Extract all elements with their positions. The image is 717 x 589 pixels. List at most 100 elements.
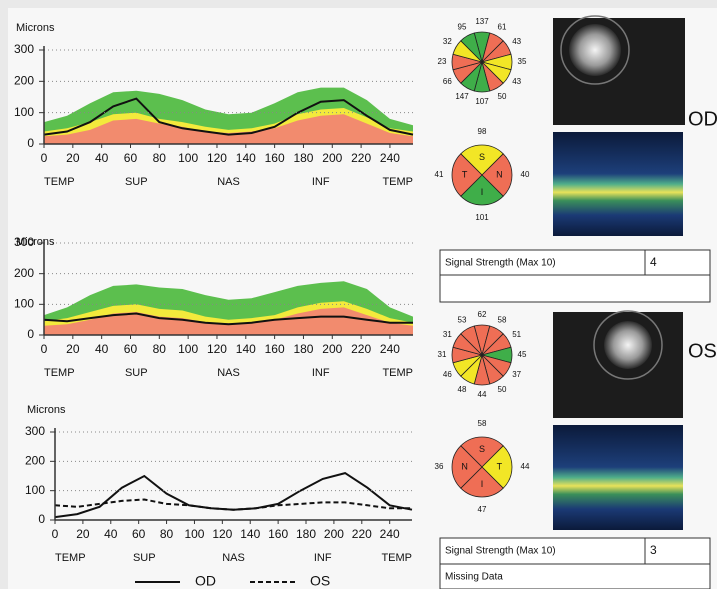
x-tick-label: 80 bbox=[153, 151, 167, 165]
sector-value: 50 bbox=[498, 385, 507, 394]
x-tick-label: 120 bbox=[212, 527, 232, 541]
page: {"chart_data": [ {"type": "band", "ylabe… bbox=[0, 0, 717, 589]
region-label: TEMP bbox=[381, 552, 412, 564]
x-tick-label: 40 bbox=[104, 527, 118, 541]
y-tick-label: 200 bbox=[14, 74, 34, 88]
y-tick-label: 100 bbox=[25, 483, 45, 497]
quadrant-letter: I bbox=[481, 187, 484, 197]
printout: OD Signal Strength (Max 10) 4 OS Signal … bbox=[0, 0, 717, 589]
x-tick-label: 220 bbox=[351, 151, 371, 165]
y-tick-label: 200 bbox=[14, 266, 34, 280]
sector-value: 36 bbox=[435, 462, 444, 471]
x-tick-label: 60 bbox=[124, 151, 138, 165]
signal-value: 3 bbox=[650, 543, 657, 557]
x-tick-label: 240 bbox=[380, 151, 400, 165]
region-label: INF bbox=[314, 552, 332, 564]
fundus-image-od bbox=[553, 18, 685, 125]
x-tick-label: 20 bbox=[66, 151, 80, 165]
sector-value: 98 bbox=[478, 127, 487, 136]
legend-label: OS bbox=[310, 573, 330, 589]
sector-value: 44 bbox=[478, 390, 487, 399]
region-label: INF bbox=[312, 176, 330, 188]
y-tick-label: 100 bbox=[14, 105, 34, 119]
optic-disc-od bbox=[569, 24, 621, 76]
x-tick-label: 180 bbox=[293, 151, 313, 165]
x-tick-label: 160 bbox=[268, 527, 288, 541]
region-label: TEMP bbox=[44, 176, 75, 188]
y-axis-title: Microns bbox=[27, 404, 66, 416]
x-tick-label: 0 bbox=[52, 527, 59, 541]
region-label: TEMP bbox=[382, 367, 413, 379]
y-tick-label: 300 bbox=[14, 235, 34, 249]
sector-value: 95 bbox=[458, 22, 467, 31]
sector-value: 44 bbox=[521, 462, 530, 471]
quadrant-letter: S bbox=[479, 444, 485, 454]
x-tick-label: 80 bbox=[153, 342, 167, 356]
x-tick-label: 60 bbox=[132, 527, 146, 541]
x-tick-label: 180 bbox=[296, 527, 316, 541]
quadrant-letter: I bbox=[481, 479, 484, 489]
x-tick-label: 80 bbox=[160, 527, 174, 541]
y-tick-label: 300 bbox=[14, 42, 34, 56]
sector-value: 23 bbox=[438, 57, 447, 66]
quadrant-letter: N bbox=[496, 169, 503, 179]
signal-value: 4 bbox=[650, 255, 657, 269]
eye-label: OD bbox=[688, 108, 717, 130]
x-tick-label: 20 bbox=[76, 527, 90, 541]
x-tick-label: 20 bbox=[66, 342, 80, 356]
y-tick-label: 0 bbox=[27, 327, 34, 341]
x-tick-label: 140 bbox=[236, 151, 256, 165]
x-tick-label: 160 bbox=[265, 342, 285, 356]
region-label: NAS bbox=[217, 367, 240, 379]
sector-value: 50 bbox=[498, 92, 507, 101]
region-label: SUP bbox=[133, 552, 156, 564]
x-tick-label: 0 bbox=[41, 342, 48, 356]
x-tick-label: 220 bbox=[351, 342, 371, 356]
sector-value: 53 bbox=[458, 315, 467, 324]
x-tick-label: 200 bbox=[322, 342, 342, 356]
x-tick-label: 140 bbox=[236, 342, 256, 356]
region-label: TEMP bbox=[382, 176, 413, 188]
x-tick-label: 100 bbox=[184, 527, 204, 541]
sector-value: 47 bbox=[478, 505, 487, 514]
optic-disc-os bbox=[604, 321, 652, 369]
sector-value: 31 bbox=[438, 350, 447, 359]
region-label: SUP bbox=[125, 176, 148, 188]
region-label: TEMP bbox=[55, 552, 86, 564]
eye-label: OS bbox=[688, 340, 717, 362]
y-tick-label: 200 bbox=[25, 454, 45, 468]
oct-scan-od bbox=[553, 132, 683, 236]
region-label: SUP bbox=[125, 367, 148, 379]
sector-value: 46 bbox=[443, 370, 452, 379]
sector-value: 48 bbox=[458, 385, 467, 394]
sector-value: 66 bbox=[443, 77, 452, 86]
x-tick-label: 40 bbox=[95, 151, 109, 165]
sector-value: 61 bbox=[498, 22, 507, 31]
quadrant-letter: S bbox=[479, 152, 485, 162]
region-label: NAS bbox=[222, 552, 245, 564]
missing-data-note: Missing Data bbox=[445, 572, 503, 583]
y-tick-label: 0 bbox=[38, 512, 45, 526]
signal-label: Signal Strength (Max 10) bbox=[445, 258, 556, 269]
x-tick-label: 120 bbox=[207, 151, 227, 165]
x-tick-label: 240 bbox=[380, 342, 400, 356]
sector-value: 32 bbox=[443, 37, 452, 46]
sector-value: 58 bbox=[478, 419, 487, 428]
y-tick-label: 0 bbox=[27, 136, 34, 150]
sector-value: 40 bbox=[521, 170, 530, 179]
legend-label: OD bbox=[195, 573, 216, 589]
sector-value: 147 bbox=[455, 92, 469, 101]
sector-value: 58 bbox=[498, 315, 507, 324]
sector-value: 101 bbox=[475, 213, 489, 222]
sector-value: 37 bbox=[512, 370, 521, 379]
sector-value: 31 bbox=[443, 330, 452, 339]
x-tick-label: 40 bbox=[95, 342, 109, 356]
x-tick-label: 180 bbox=[293, 342, 313, 356]
x-tick-label: 200 bbox=[322, 151, 342, 165]
region-label: INF bbox=[312, 367, 330, 379]
region-label: NAS bbox=[217, 176, 240, 188]
x-tick-label: 100 bbox=[178, 151, 198, 165]
sector-value: 107 bbox=[475, 97, 489, 106]
quadrant-letter: T bbox=[497, 461, 503, 471]
quadrant-letter: N bbox=[461, 461, 468, 471]
